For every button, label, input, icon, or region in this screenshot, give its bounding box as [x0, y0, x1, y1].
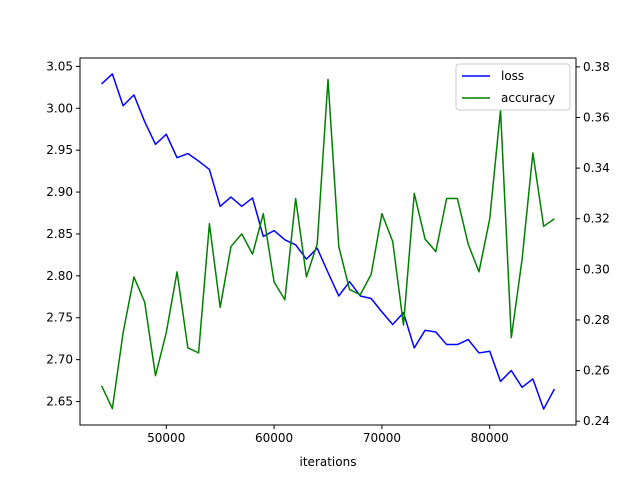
- right-y-tick-label: 0.28: [583, 313, 610, 327]
- x-axis-label: iterations: [300, 455, 357, 469]
- right-y-tick-label: 0.34: [583, 161, 610, 175]
- left-y-tick-label: 3.00: [46, 101, 73, 115]
- legend: loss accuracy: [455, 63, 571, 111]
- right-y-axis-ticks: 0.24 0.26 0.28 0.30 0.32 0.34 0.36 0.38: [576, 60, 610, 428]
- right-y-tick-label: 0.32: [583, 212, 610, 226]
- right-y-tick-label: 0.30: [583, 262, 610, 276]
- x-axis-ticks: 50000 60000 70000 80000: [147, 425, 509, 445]
- left-y-tick-label: 2.75: [46, 311, 73, 325]
- left-y-tick-label: 2.80: [46, 269, 73, 283]
- x-tick-label: 50000: [147, 431, 185, 445]
- legend-label-loss: loss: [501, 69, 524, 83]
- legend-label-accuracy: accuracy: [501, 91, 555, 105]
- right-y-tick-label: 0.38: [583, 60, 610, 74]
- left-y-tick-label: 2.85: [46, 227, 73, 241]
- left-y-tick-label: 2.70: [46, 353, 73, 367]
- left-y-tick-label: 2.90: [46, 185, 73, 199]
- left-y-tick-label: 3.05: [46, 59, 73, 73]
- right-y-tick-label: 0.24: [583, 414, 610, 428]
- x-tick-label: 70000: [363, 431, 401, 445]
- series-line-loss: [101, 73, 556, 410]
- right-y-tick-label: 0.26: [583, 364, 610, 378]
- left-y-axis-ticks: 2.65 2.70 2.75 2.80 2.85 2.90 2.95 3.00 3.05: [46, 59, 80, 409]
- right-y-tick-label: 0.36: [583, 110, 610, 124]
- x-tick-label: 80000: [471, 431, 509, 445]
- plot-frame: [79, 57, 577, 426]
- series-line-accuracy: [100, 78, 555, 410]
- plot-lines: [100, 73, 556, 410]
- left-y-tick-label: 2.95: [46, 143, 73, 157]
- x-tick-label: 60000: [255, 431, 293, 445]
- left-y-tick-label: 2.65: [46, 395, 73, 409]
